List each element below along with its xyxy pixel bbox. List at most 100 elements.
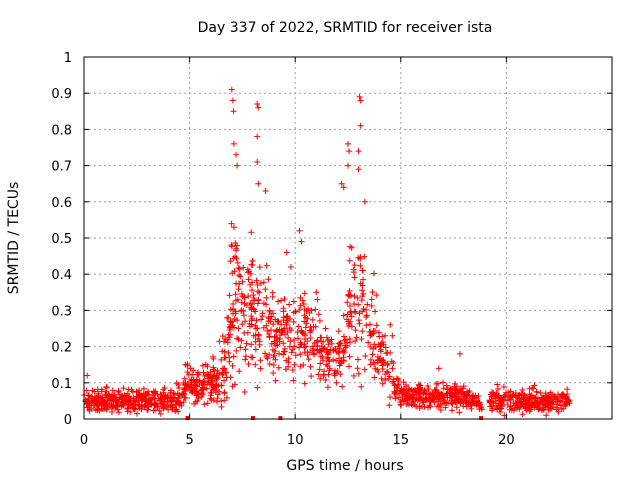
data-point: [359, 287, 366, 294]
data-point: [241, 389, 248, 396]
data-point: [448, 407, 455, 414]
data-point: [544, 401, 551, 408]
data-point: [254, 133, 261, 140]
data-point: [347, 318, 354, 325]
data-point: [240, 312, 247, 319]
data-point: [474, 399, 481, 406]
data-point: [230, 301, 237, 308]
data-point: [127, 408, 134, 415]
data-point: [307, 349, 314, 356]
data-point: [322, 325, 329, 332]
data-point: [118, 395, 125, 402]
data-point: [253, 277, 260, 284]
data-point: [249, 261, 256, 268]
data-point: [303, 308, 310, 315]
data-point: [239, 293, 246, 300]
y-tick-label: 0.2: [51, 341, 72, 356]
data-point: [266, 361, 273, 368]
data-point: [525, 404, 532, 411]
data-point: [291, 343, 298, 350]
data-point: [91, 388, 98, 395]
data-point: [193, 376, 200, 383]
data-point: [125, 395, 132, 402]
data-point: [263, 262, 270, 269]
data-point: [469, 392, 476, 399]
data-point: [357, 122, 364, 129]
data-point: [367, 343, 374, 350]
data-point: [498, 396, 505, 403]
data-point: [202, 361, 209, 368]
data-point: [234, 296, 241, 303]
data-point: [230, 140, 237, 147]
data-point: [280, 326, 287, 333]
data-point: [290, 298, 297, 305]
data-point: [346, 257, 353, 264]
data-point: [550, 398, 557, 405]
y-axis-label: SRMTID / TECUs: [6, 182, 22, 295]
data-point: [519, 411, 526, 418]
data-point: [538, 407, 545, 414]
data-point: [460, 383, 467, 390]
data-point: [400, 387, 407, 394]
data-point: [191, 400, 198, 407]
data-point: [130, 394, 137, 401]
data-point: [379, 380, 386, 387]
data-point: [116, 391, 123, 398]
data-point: [114, 398, 121, 405]
data-point: [317, 334, 324, 341]
data-point: [352, 338, 359, 345]
data-point: [497, 408, 504, 415]
data-point: [252, 346, 259, 353]
data-points: [81, 86, 573, 420]
data-point: [139, 403, 146, 410]
data-point: [298, 341, 305, 348]
data-point: [302, 343, 309, 350]
data-point: [442, 404, 449, 411]
data-point: [358, 297, 365, 304]
data-point: [443, 382, 450, 389]
data-point: [288, 349, 295, 356]
data-point: [223, 394, 230, 401]
data-point: [158, 392, 165, 399]
bottom-marker: [185, 416, 190, 420]
x-tick-label: 15: [393, 433, 410, 448]
data-point: [324, 334, 331, 341]
data-point: [115, 409, 122, 416]
data-point: [493, 400, 500, 407]
data-point: [132, 398, 139, 405]
data-point: [331, 370, 338, 377]
data-point: [395, 377, 402, 384]
data-point: [321, 368, 328, 375]
data-point: [330, 356, 337, 363]
data-point: [489, 405, 496, 412]
data-point: [272, 377, 279, 384]
data-point: [207, 369, 214, 376]
data-point: [207, 375, 214, 382]
data-point: [239, 321, 246, 328]
data-point: [440, 379, 447, 386]
data-point: [403, 392, 410, 399]
data-point: [227, 306, 234, 313]
data-point: [160, 405, 167, 412]
data-point: [182, 394, 189, 401]
data-point: [307, 363, 314, 370]
data-point: [324, 362, 331, 369]
data-point: [187, 365, 194, 372]
data-point: [148, 401, 155, 408]
data-point: [266, 307, 273, 314]
data-point: [176, 384, 183, 391]
data-point: [201, 401, 208, 408]
data-point: [235, 336, 242, 343]
data-point: [287, 263, 294, 270]
data-point: [387, 394, 394, 401]
data-point: [271, 352, 278, 359]
data-point: [359, 267, 366, 274]
data-point: [304, 338, 311, 345]
data-point: [259, 313, 266, 320]
data-point: [533, 402, 540, 409]
data-point: [437, 390, 444, 397]
data-point: [338, 180, 345, 187]
data-point: [106, 392, 113, 399]
data-point: [189, 389, 196, 396]
data-point: [262, 286, 269, 293]
